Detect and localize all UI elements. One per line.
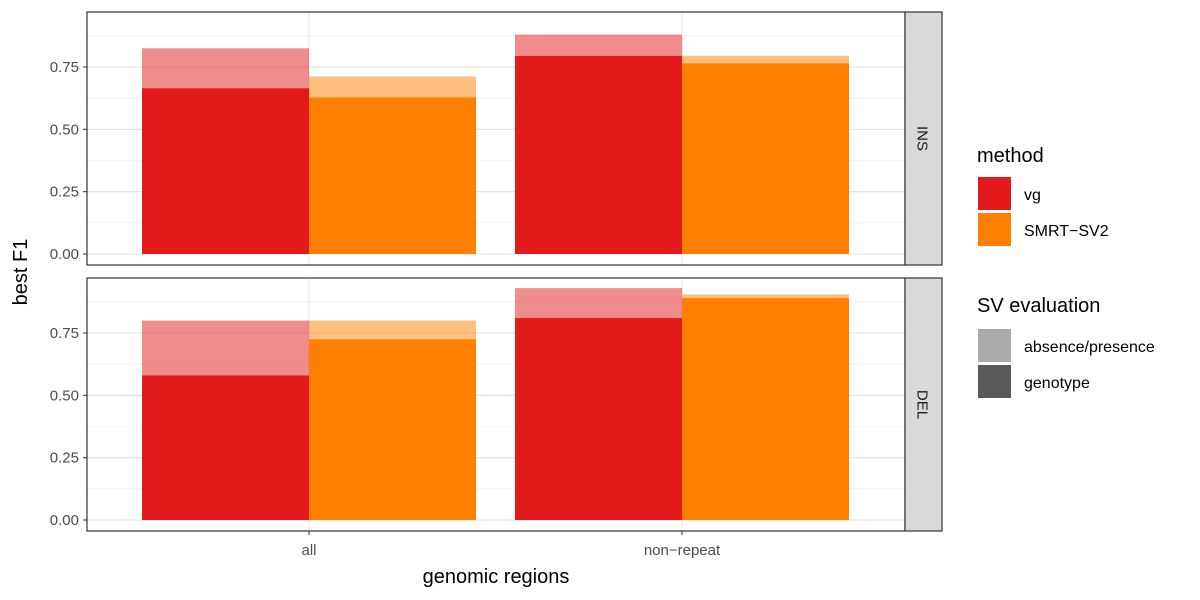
y-tick-label: 0.00 (50, 512, 79, 529)
facet-ins: 0.00 0.25 0.50 0.75 INS (50, 11, 943, 266)
bar-genotype-vg-all-ins (142, 88, 309, 255)
y-tick-label: 0.00 (50, 246, 79, 263)
bar-absence-presence-smrt-sv2-non-repeat-ins (682, 55, 849, 64)
bar-genotype-smrt-sv2-non-repeat-ins (682, 63, 849, 255)
legend-key-genotype (978, 365, 1011, 398)
bar-absence-presence-vg-non-repeat-del (515, 288, 682, 319)
y-tick-label: 0.50 (50, 387, 79, 404)
facet-del: 0.00 0.25 0.50 0.75 DEL (50, 277, 943, 532)
bar-absence-presence-vg-all-ins (142, 48, 309, 89)
legend-key-absence-presence (978, 329, 1011, 362)
strip-label-del: DEL (914, 390, 931, 419)
y-axis-title: best F1 (10, 239, 32, 306)
y-tick-label: 0.50 (50, 121, 79, 138)
legend-label-absence-presence: absence/presence (1024, 339, 1155, 356)
y-tick-label: 0.25 (50, 450, 79, 467)
bar-absence-presence-smrt-sv2-all-del (309, 320, 476, 340)
facet-panels: 0.00 0.25 0.50 0.75 INS 0.00 0.25 0.50 0.75 DEL al… (50, 11, 943, 559)
bar-absence-presence-vg-non-repeat-ins (515, 34, 682, 56)
legend-label-vg: vg (1024, 187, 1041, 204)
legend-label-smrt-sv2: SMRT−SV2 (1024, 223, 1109, 240)
bar-absence-presence-smrt-sv2-non-repeat-del (682, 294, 849, 299)
bar-genotype-smrt-sv2-all-del (309, 339, 476, 520)
legend-title-method: method (977, 145, 1044, 167)
bar-genotype-vg-non-repeat-ins (515, 55, 682, 254)
bar-genotype-vg-all-del (142, 375, 309, 520)
x-axis-title: genomic regions (423, 566, 570, 588)
bar-genotype-smrt-sv2-all-ins (309, 97, 476, 254)
strip-label-ins: INS (914, 126, 931, 151)
bar-genotype-vg-non-repeat-del (515, 318, 682, 520)
legend-key-smrt-sv2 (978, 213, 1011, 246)
strip-ins (904, 11, 943, 266)
bar-absence-presence-vg-all-del (142, 320, 309, 376)
y-tick-label: 0.75 (50, 325, 79, 342)
legend: method vg SMRT−SV2 SV evaluation absence… (977, 145, 1155, 398)
x-tick-label-non-repeat: non−repeat (644, 542, 721, 559)
legend-key-vg (978, 177, 1011, 210)
bar-absence-presence-smrt-sv2-all-ins (309, 76, 476, 98)
legend-label-genotype: genotype (1024, 375, 1090, 392)
strip-del (904, 277, 943, 532)
y-tick-label: 0.25 (50, 184, 79, 201)
bar-genotype-smrt-sv2-non-repeat-del (682, 298, 849, 520)
x-tick-label-all: all (301, 542, 316, 559)
legend-title-sv-evaluation: SV evaluation (977, 295, 1100, 317)
y-tick-label: 0.75 (50, 59, 79, 76)
